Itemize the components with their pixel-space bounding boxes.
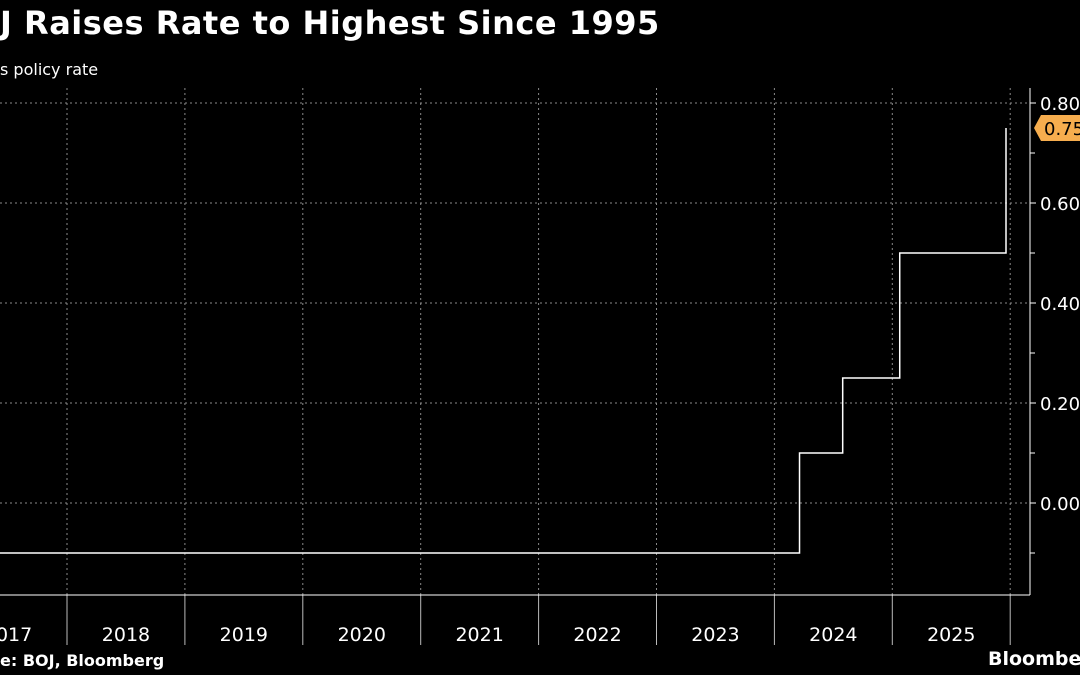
x-tick-label: 2024 bbox=[809, 624, 857, 646]
x-tick-label: 2021 bbox=[455, 624, 503, 646]
y-tick-label: 0.40 bbox=[1040, 294, 1080, 315]
x-tick-label: 2022 bbox=[573, 624, 621, 646]
bloomberg-logo: Bloombe bbox=[988, 648, 1080, 670]
x-tick-label: 2025 bbox=[927, 624, 975, 646]
source-note: e: BOJ, Bloomberg bbox=[0, 651, 164, 670]
x-tick-label: 2019 bbox=[220, 624, 268, 646]
last-value-label: 0.75 bbox=[1044, 119, 1080, 140]
x-tick-label: 2020 bbox=[338, 624, 386, 646]
y-tick-label: 0.80 bbox=[1040, 94, 1080, 115]
y-tick-label: 0.00 bbox=[1040, 494, 1080, 515]
x-tick-label: 2023 bbox=[691, 624, 739, 646]
policy-rate-line bbox=[0, 128, 1006, 553]
x-tick-label: 2018 bbox=[102, 624, 150, 646]
y-tick-label: 0.60 bbox=[1040, 194, 1080, 215]
y-tick-label: 0.20 bbox=[1040, 394, 1080, 415]
x-tick-label: 2017 bbox=[0, 624, 32, 646]
